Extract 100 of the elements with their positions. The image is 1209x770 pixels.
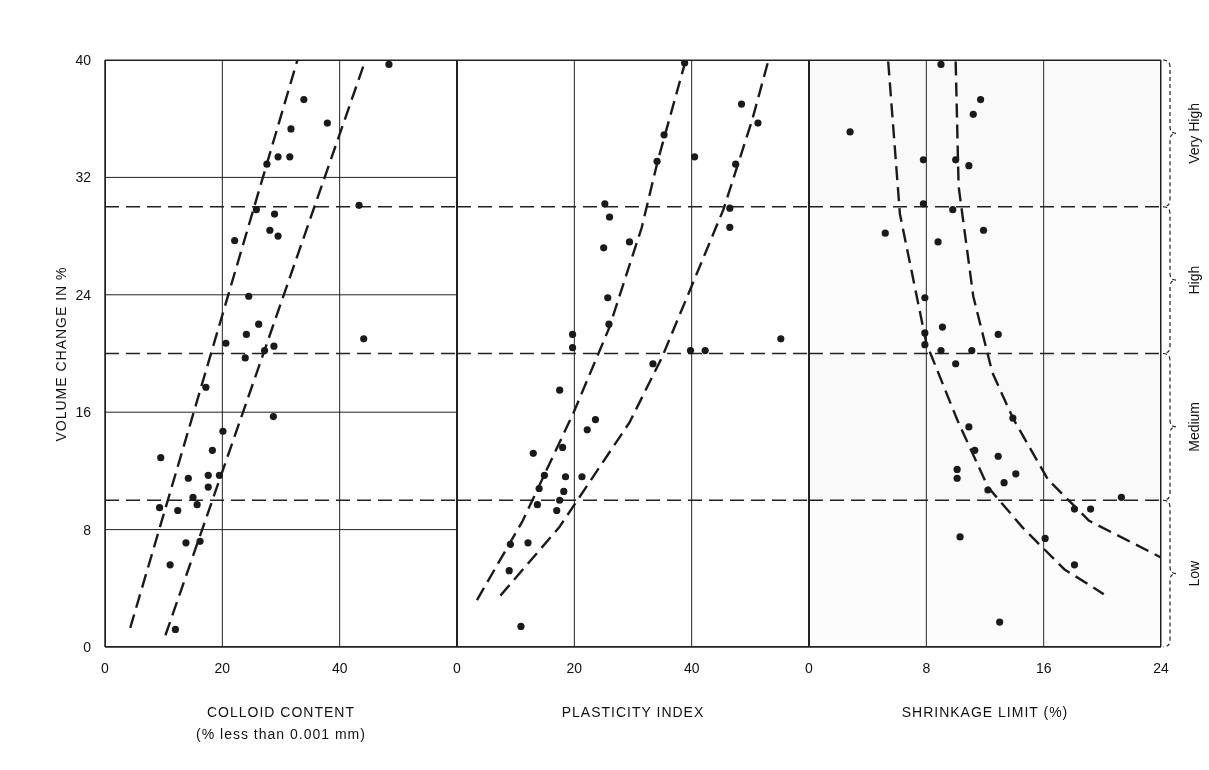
point [952,156,960,164]
point [241,354,249,362]
band-label: Very High [1185,103,1202,164]
band-label: Medium [1185,401,1202,452]
point [919,156,927,164]
point [881,229,889,237]
point [949,206,957,214]
point [171,625,179,633]
point [533,501,541,509]
point [1087,505,1095,513]
y-tick-label: 40 [75,51,92,68]
point [274,232,282,240]
point [625,238,634,246]
point [937,60,945,68]
point [189,493,197,501]
point [157,454,165,462]
point [553,506,561,515]
point [166,561,174,569]
point [568,344,577,352]
y-tick-label: 32 [75,169,92,186]
point [583,426,591,434]
point [1041,534,1049,543]
x-axis-title: SHRINKAGE LIMIT (%) [900,703,1070,722]
point [300,96,308,104]
point [556,386,564,394]
point [231,236,239,245]
point [601,200,609,208]
point [968,346,976,355]
x-tick-label: 0 [101,659,110,676]
point [691,153,699,161]
point [242,330,250,339]
point [266,226,274,234]
point [726,223,734,231]
point [919,200,927,208]
point [994,330,1002,339]
point [196,537,204,545]
point [649,360,657,368]
point [219,427,227,435]
x-axis-title: COLLOID CONTENT (% less than 0.001 mm) [195,703,367,744]
point [208,446,216,454]
x-tick-label: 0 [453,659,462,676]
point [560,487,568,496]
point [385,60,393,68]
y-tick-label: 8 [83,521,92,538]
point [965,423,973,431]
x-tick-label: 20 [214,659,231,676]
point [269,413,277,421]
x-tick-label: 40 [683,659,700,676]
point [524,539,532,547]
point [953,465,961,474]
x-tick-label: 16 [1035,659,1052,676]
point [921,294,929,302]
point [777,335,785,343]
band-label: High [1185,265,1202,295]
point [204,471,212,479]
point [529,449,537,457]
point [274,153,282,161]
point [360,335,368,343]
point [754,119,762,127]
point [1070,561,1079,569]
point [270,210,279,218]
point [953,474,961,482]
point [559,443,567,452]
x-axis-title: PLASTICITY INDEX [560,703,706,722]
point [604,294,612,302]
point [701,346,709,355]
y-tick-label: 24 [75,286,92,303]
point [846,128,854,136]
point [270,342,278,350]
point [355,201,363,209]
point [937,346,945,355]
band-label: Low [1185,559,1202,587]
point [287,125,295,133]
point [578,473,586,481]
point [938,323,947,331]
point [737,100,746,108]
point [979,226,988,234]
point [184,474,192,482]
point [204,483,212,491]
point [286,153,294,161]
point [193,501,201,509]
point [605,213,614,221]
point [568,330,577,339]
point [965,162,973,170]
point [202,383,210,391]
point [1000,479,1008,487]
point [255,320,263,328]
point [591,415,600,424]
x-tick-label: 40 [331,659,348,676]
x-tick-label: 8 [922,659,931,676]
point [686,346,695,355]
point [252,206,260,214]
point [600,244,608,252]
point [517,622,525,631]
x-tick-label: 0 [805,659,814,676]
point [505,567,513,575]
point [956,533,964,541]
x-tick-label: 24 [1153,659,1169,676]
point [952,360,960,368]
y-tick-label: 0 [83,638,92,655]
